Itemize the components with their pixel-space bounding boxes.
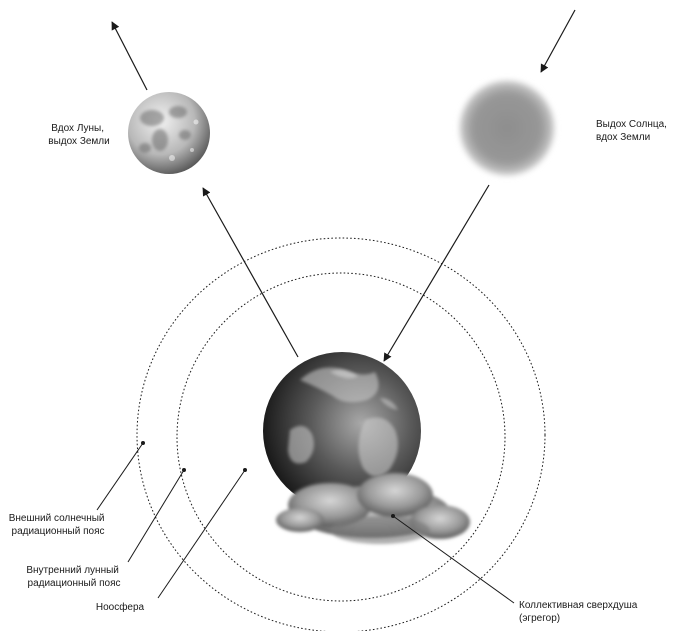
arrow-incoming-to-sun bbox=[540, 9, 576, 73]
leader-outer-belt bbox=[96, 442, 144, 511]
noosphere-label: Ноосфера bbox=[96, 601, 145, 613]
moon bbox=[128, 92, 210, 174]
arrow-earth-to-moon bbox=[202, 187, 299, 358]
leader-dot-noosphere bbox=[243, 468, 247, 472]
arrow-sun-to-earth bbox=[383, 184, 490, 362]
outer-belt-label: Внешний солнечный радиационный пояс bbox=[9, 513, 108, 537]
leader-noosphere bbox=[157, 469, 246, 599]
leader-inner-belt bbox=[127, 469, 185, 563]
inner-radiation-belt bbox=[176, 272, 506, 602]
inner-belt-label: Внутренний лунный радиационный пояс bbox=[26, 565, 121, 589]
leader-dot-egregor bbox=[391, 514, 395, 518]
collective-oversoul-cloud bbox=[276, 473, 470, 544]
moon-label: Вдох Луны, выдох Земли bbox=[48, 123, 109, 147]
leader-egregor bbox=[392, 515, 515, 604]
arrow-moon-outward bbox=[111, 21, 148, 91]
sun bbox=[459, 80, 555, 176]
outer-radiation-belt bbox=[136, 237, 546, 631]
egregor-label: Коллективная сверхдуша (эгрегор) bbox=[519, 600, 640, 624]
earth bbox=[263, 352, 421, 510]
leader-dot-outer-belt bbox=[141, 441, 145, 445]
sun-label: Выдох Солнца, вдох Земли bbox=[596, 119, 670, 143]
leader-dot-inner-belt bbox=[182, 468, 186, 472]
